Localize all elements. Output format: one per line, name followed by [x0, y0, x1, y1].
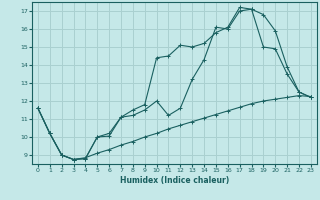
- X-axis label: Humidex (Indice chaleur): Humidex (Indice chaleur): [120, 176, 229, 185]
